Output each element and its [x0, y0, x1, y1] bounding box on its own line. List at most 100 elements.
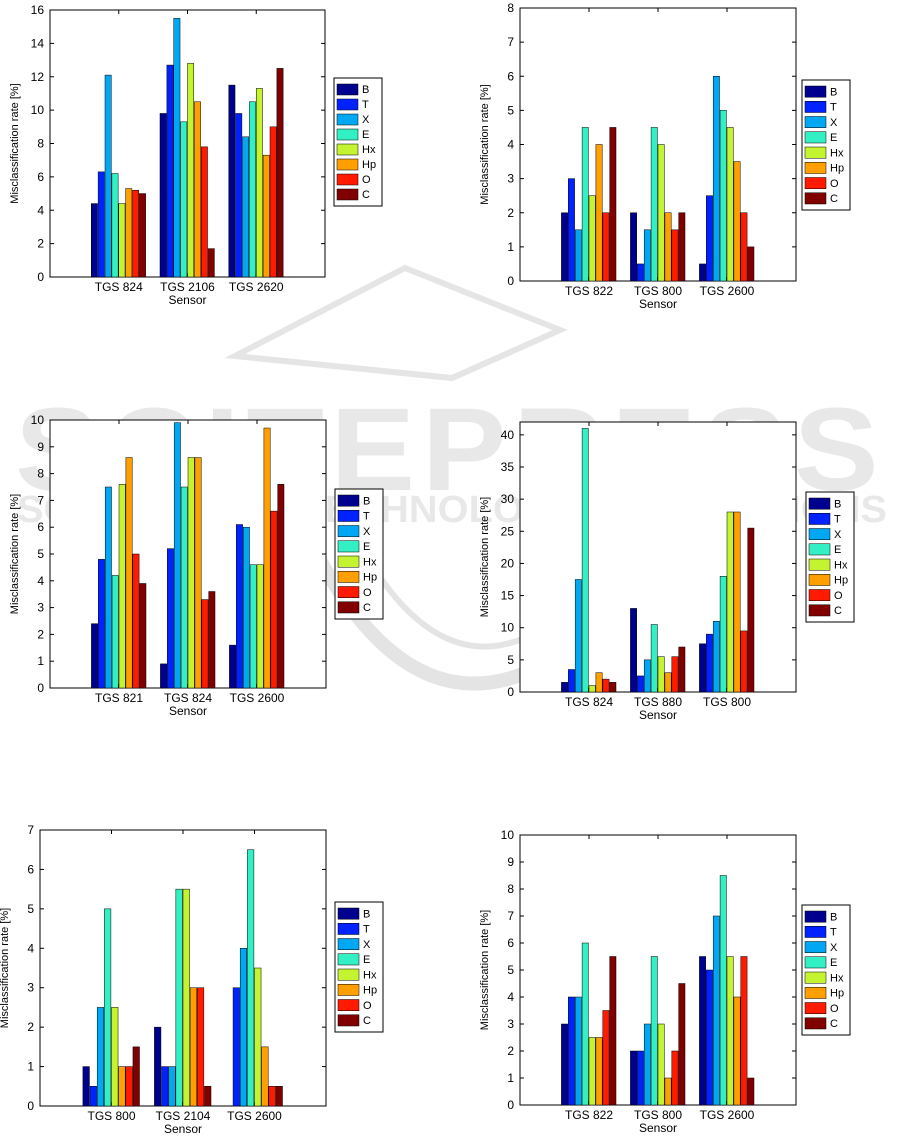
legend-label-Hp: Hp [362, 159, 376, 171]
legend-swatch-C [808, 604, 831, 617]
bar-O-2 [270, 510, 278, 689]
bar-E-1 [650, 956, 658, 1106]
bar-B-1 [160, 663, 167, 689]
bar-E-0 [111, 173, 119, 278]
bar-Hp-1 [664, 672, 672, 693]
legend-label-E: E [830, 132, 837, 144]
y-tick-label: 1 [507, 240, 514, 254]
bar-Hp-1 [194, 457, 202, 689]
bar-C-1 [678, 212, 686, 282]
y-tick-label: 0 [507, 685, 514, 699]
bar-Hx-2 [726, 956, 734, 1106]
legend-label-B: B [363, 908, 370, 920]
y-tick-label: 7 [507, 35, 514, 49]
y-tick-label: 12 [31, 70, 45, 84]
bar-T-0 [98, 559, 105, 689]
y-tick-label: 2 [37, 627, 44, 641]
x-tick-label: TGS 880 [634, 695, 682, 709]
x-axis-label: Sensor [169, 704, 207, 718]
legend-swatch-T [337, 510, 360, 522]
x-tick-label: TGS 821 [95, 691, 143, 705]
legend-swatch-E [808, 543, 831, 556]
legend-label-T: T [830, 927, 837, 939]
legend-swatch-Hx [337, 555, 360, 568]
bar-Hx-0 [588, 685, 596, 693]
bar-B-0 [561, 682, 568, 693]
legend-label-T: T [834, 514, 841, 526]
legend-label-O: O [830, 1003, 839, 1015]
y-tick-label: 1 [27, 1060, 34, 1074]
legend-label-E: E [363, 954, 370, 966]
y-tick-label: 5 [507, 103, 514, 117]
bar-Hx-1 [657, 144, 665, 282]
legend-swatch-Hx [808, 558, 831, 571]
legend-label-Hx: Hx [363, 556, 377, 568]
bar-O-0 [602, 1010, 610, 1106]
y-tick-label: 7 [37, 493, 44, 507]
chart-middle-right: 0 5 10 15 20 25 30 35 40 Misclassification rate [… [479, 421, 855, 722]
legend-label-Hp: Hp [830, 988, 844, 1000]
x-tick-label: TGS 824 [164, 691, 212, 705]
legend-label-C: C [830, 1018, 838, 1030]
y-axis-label: Misclassification rate [%] [479, 497, 491, 617]
bar-B-0 [561, 1023, 568, 1106]
bar-O-0 [132, 189, 140, 278]
bar-T-2 [706, 195, 713, 282]
bar-C-0 [609, 956, 617, 1106]
bar-E-0 [581, 127, 589, 282]
x-tick-label: TGS 2104 [156, 1109, 211, 1123]
bar-C-1 [678, 983, 686, 1106]
x-axis-label: Sensor [168, 293, 206, 307]
legend-label-X: X [830, 942, 838, 954]
bar-T-0 [97, 171, 105, 278]
y-tick-label: 0 [507, 1098, 514, 1112]
legend-swatch-X [336, 113, 359, 126]
chart-svg: 0 2 4 6 8 10 12 14 16 Misclassification rate [%] T… [9, 3, 383, 307]
bar-C-0 [132, 1046, 140, 1107]
bar-T-1 [637, 263, 644, 282]
bar-O-0 [125, 1066, 133, 1107]
bar-X-1 [173, 422, 181, 689]
legend-label-Hx: Hx [834, 559, 848, 571]
bar-O-0 [132, 553, 140, 689]
bar-T-0 [568, 996, 575, 1106]
legend-label-C: C [834, 605, 842, 617]
legend-label-Hp: Hp [363, 985, 377, 997]
bar-E-1 [175, 888, 183, 1107]
chart-svg: 0 5 10 15 20 25 30 35 40 Misclassification rate [… [479, 421, 855, 722]
legend-swatch-C [804, 192, 827, 205]
legend-swatch-O [337, 999, 360, 1011]
bar-Hp-1 [664, 212, 672, 282]
bar-O-1 [201, 599, 209, 689]
legend-swatch-X [337, 938, 360, 950]
y-tick-label: 10 [501, 828, 515, 842]
bar-C-0 [139, 193, 146, 278]
bar-O-1 [671, 1050, 679, 1106]
bar-Hp-1 [189, 987, 197, 1107]
bar-E-2 [249, 101, 256, 278]
bar-T-0 [568, 178, 575, 282]
y-axis-label: Misclassification rate [%] [9, 494, 21, 614]
y-tick-label: 5 [27, 902, 34, 916]
bar-Hx-1 [187, 457, 195, 689]
legend-swatch-O [336, 173, 359, 186]
y-tick-label: 7 [27, 823, 34, 837]
legend-swatch-B [804, 85, 827, 98]
legend-label-Hx: Hx [362, 144, 376, 156]
bar-E-1 [180, 121, 188, 278]
y-tick-label: 7 [507, 909, 514, 923]
x-tick-label: TGS 800 [634, 1108, 682, 1122]
bar-T-1 [166, 64, 174, 278]
y-tick-label: 0 [37, 270, 44, 284]
bar-O-2 [740, 630, 748, 693]
y-tick-label: 20 [501, 556, 515, 570]
bar-Hx-0 [118, 203, 126, 278]
x-tick-label: TGS 2620 [229, 280, 284, 294]
legend-swatch-Hp [336, 158, 359, 171]
bar-C-2 [747, 527, 755, 693]
legend-swatch-T [337, 923, 360, 935]
legend-label-B: B [830, 911, 837, 923]
bar-Hx-2 [726, 511, 734, 693]
legend-label-T: T [830, 102, 837, 114]
y-axis-label: Misclassification rate [%] [0, 908, 11, 1028]
